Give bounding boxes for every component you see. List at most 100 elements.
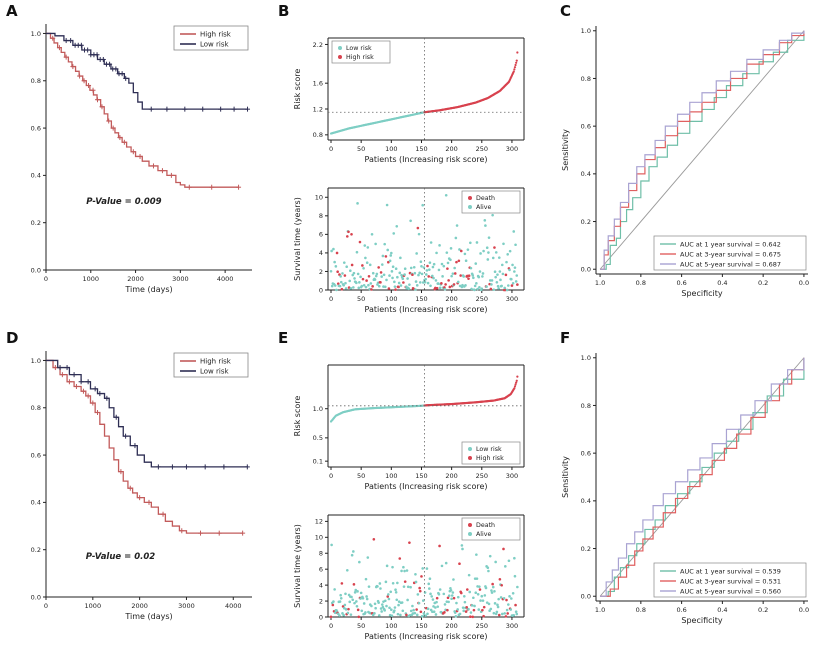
svg-text:0.1: 0.1: [313, 457, 323, 465]
svg-text:Specificity: Specificity: [681, 289, 722, 298]
svg-text:50: 50: [357, 295, 365, 303]
svg-text:AUC at 5-year survival = 0.560: AUC at 5-year survival = 0.560: [680, 587, 781, 595]
svg-text:4000: 4000: [225, 602, 242, 610]
svg-text:0.8: 0.8: [636, 606, 646, 614]
svg-text:4: 4: [319, 581, 323, 589]
svg-text:Time (days): Time (days): [124, 285, 172, 294]
svg-text:0: 0: [329, 622, 333, 630]
svg-text:200: 200: [445, 295, 457, 303]
svg-text:0.0: 0.0: [581, 593, 591, 601]
svg-text:P-Value = 0.02: P-Value = 0.02: [86, 552, 155, 562]
svg-text:High risk: High risk: [346, 54, 374, 61]
svg-text:0.6: 0.6: [581, 122, 591, 130]
svg-text:0.2: 0.2: [758, 279, 768, 287]
svg-text:Survival time (years): Survival time (years): [293, 197, 302, 281]
svg-text:0.6: 0.6: [676, 606, 686, 614]
svg-text:1.0: 1.0: [313, 405, 323, 413]
svg-text:P-Value = 0.009: P-Value = 0.009: [86, 197, 161, 207]
svg-text:4000: 4000: [217, 275, 234, 283]
svg-text:Low risk: Low risk: [200, 40, 229, 48]
svg-text:6: 6: [319, 565, 323, 573]
svg-text:10: 10: [315, 194, 323, 202]
svg-text:100: 100: [385, 145, 397, 153]
svg-text:0.8: 0.8: [581, 75, 591, 83]
svg-text:0.0: 0.0: [799, 279, 809, 287]
svg-text:0.8: 0.8: [31, 77, 41, 85]
svg-text:0.0: 0.0: [799, 606, 809, 614]
panel-a-km-plot: A 0 1000 2000 3000 4000 0.0 0.2 0.4 0.6 0.8 1.0 Tim…: [0, 0, 272, 327]
svg-text:Low risk: Low risk: [346, 45, 372, 52]
svg-text:8: 8: [319, 212, 323, 220]
svg-text:0.0: 0.0: [31, 593, 41, 601]
svg-text:AUC at 3-year survival = 0.675: AUC at 3-year survival = 0.675: [680, 250, 781, 258]
svg-text:150: 150: [415, 622, 427, 630]
svg-text:AUC at 1 year survival = 0.539: AUC at 1 year survival = 0.539: [680, 567, 781, 575]
svg-text:150: 150: [415, 145, 427, 153]
svg-text:Specificity: Specificity: [681, 616, 722, 625]
svg-text:1000: 1000: [85, 602, 102, 610]
svg-text:1.0: 1.0: [581, 354, 591, 362]
svg-text:Patients (Increasing risk scor: Patients (Increasing risk score): [364, 155, 487, 164]
svg-text:4: 4: [319, 249, 323, 257]
svg-text:1000: 1000: [83, 275, 100, 283]
svg-text:Low risk: Low risk: [476, 446, 502, 453]
svg-text:150: 150: [415, 295, 427, 303]
svg-text:12: 12: [315, 518, 323, 526]
svg-text:0: 0: [319, 613, 323, 621]
svg-text:250: 250: [476, 622, 488, 630]
panel-letter-d: D: [6, 329, 19, 347]
roc-chart-c: 1.0 0.8 0.6 0.4 0.2 0.0 0.0 0.2 0.4 0.6 0.8 1.0 Spec…: [561, 26, 809, 298]
svg-text:0.0: 0.0: [31, 266, 41, 274]
panel-f-roc-plot: F 1.0 0.8 0.6 0.4 0.2 0.0 0.0 0.2 0.4 0.6 0.8 1.0 Sp…: [554, 327, 824, 654]
svg-text:AUC at 5-year survival = 0.687: AUC at 5-year survival = 0.687: [680, 260, 781, 268]
svg-text:300: 300: [506, 622, 518, 630]
svg-text:Sensitivity: Sensitivity: [561, 456, 570, 498]
svg-text:0.2: 0.2: [758, 606, 768, 614]
svg-text:200: 200: [445, 145, 457, 153]
svg-text:0.4: 0.4: [31, 499, 41, 507]
svg-text:300: 300: [506, 472, 518, 480]
svg-text:0.8: 0.8: [581, 402, 591, 410]
svg-text:1.0: 1.0: [31, 30, 41, 38]
svg-text:0.4: 0.4: [717, 606, 727, 614]
svg-text:0: 0: [329, 145, 333, 153]
svg-text:High risk: High risk: [200, 30, 232, 38]
svg-text:300: 300: [506, 295, 518, 303]
svg-text:Death: Death: [476, 195, 495, 202]
panel-letter-f: F: [560, 329, 571, 347]
svg-text:0.0: 0.0: [581, 266, 591, 274]
panel-letter-c: C: [560, 2, 572, 20]
svg-text:0.6: 0.6: [31, 451, 41, 459]
svg-text:100: 100: [385, 622, 397, 630]
panel-c-roc-plot: C 1.0 0.8 0.6 0.4 0.2 0.0 0.0 0.2 0.4 0.6 0.8 1.0 Sp…: [554, 0, 824, 327]
svg-text:0: 0: [329, 295, 333, 303]
svg-text:0.8: 0.8: [31, 404, 41, 412]
svg-text:Alive: Alive: [476, 531, 492, 538]
svg-text:0.6: 0.6: [31, 124, 41, 132]
svg-text:0.2: 0.2: [581, 218, 591, 226]
svg-text:Patients (Increasing risk scor: Patients (Increasing risk score): [364, 482, 487, 491]
km-survival-chart-a: 0 1000 2000 3000 4000 0.0 0.2 0.4 0.6 0.8 1.0 Time …: [31, 24, 252, 294]
svg-text:Time (days): Time (days): [124, 612, 172, 621]
svg-text:10: 10: [315, 534, 323, 542]
svg-text:1.0: 1.0: [595, 279, 605, 287]
svg-text:0.4: 0.4: [581, 497, 591, 505]
svg-text:0.6: 0.6: [676, 279, 686, 287]
svg-text:100: 100: [385, 295, 397, 303]
svg-text:2: 2: [319, 597, 323, 605]
svg-text:Death: Death: [476, 522, 495, 529]
svg-text:0: 0: [329, 472, 333, 480]
svg-text:0.8: 0.8: [636, 279, 646, 287]
km-survival-chart-d: 0 1000 2000 3000 4000 0.0 0.2 0.4 0.6 0.8 1.0 Time …: [31, 351, 252, 621]
svg-text:2000: 2000: [131, 602, 148, 610]
svg-text:100: 100: [385, 472, 397, 480]
svg-text:0.8: 0.8: [313, 131, 323, 139]
panel-b-risk-plots: B 0 50 100 150 200 250 300 0.8 1.2 1.6 2.2 Patients…: [272, 0, 554, 327]
svg-text:0.4: 0.4: [581, 170, 591, 178]
panel-d-km-plot: D 0 1000 2000 3000 4000 0.0 0.2 0.4 0.6 0.8 1.0 Tim…: [0, 327, 272, 654]
svg-text:1.0: 1.0: [581, 27, 591, 35]
panel-letter-a: A: [6, 2, 18, 20]
svg-text:1.6: 1.6: [313, 79, 323, 87]
